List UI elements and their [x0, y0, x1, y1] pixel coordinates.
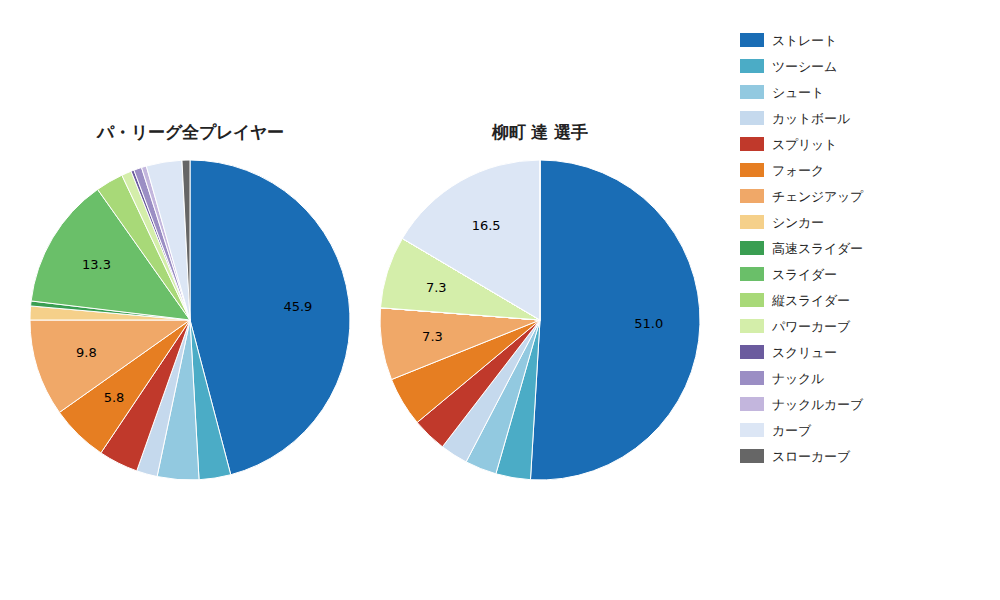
legend-label: パワーカーブ: [771, 319, 851, 334]
legend-item: フォーク: [740, 163, 824, 178]
legend-label: スライダー: [772, 267, 837, 282]
legend-label: チェンジアップ: [772, 189, 864, 204]
legend-swatch: [740, 371, 764, 385]
data-label: 9.8: [76, 345, 97, 360]
legend-label: 縦スライダー: [771, 293, 850, 308]
data-label: 51.0: [634, 316, 663, 331]
slice: [530, 160, 700, 480]
legend-item: スプリット: [740, 137, 837, 152]
slice: [182, 160, 190, 320]
legend-swatch: [740, 293, 764, 307]
legend-swatch: [740, 59, 764, 73]
legend-item: カーブ: [740, 423, 812, 438]
legend-swatch: [740, 111, 764, 125]
slice: [402, 160, 540, 320]
data-label: 13.3: [82, 257, 111, 272]
legend-item: カットボール: [740, 111, 850, 126]
legend-label: スローカーブ: [772, 449, 851, 464]
legend-label: 高速スライダー: [772, 241, 863, 256]
legend-item: シュート: [740, 85, 824, 100]
slice: [146, 160, 190, 320]
legend-item: スローカーブ: [740, 449, 851, 464]
pie-title: 柳町 達 選手: [491, 122, 589, 142]
legend-swatch: [740, 449, 764, 463]
legend-swatch: [740, 137, 764, 151]
legend-item: スクリュー: [740, 345, 837, 360]
legend-swatch: [740, 215, 764, 229]
legend-label: スクリュー: [772, 345, 837, 360]
slice: [30, 320, 190, 412]
legend-item: 縦スライダー: [740, 293, 850, 308]
legend-swatch: [740, 267, 764, 281]
legend-item: シンカー: [740, 215, 824, 230]
legend-label: ナックル: [772, 371, 824, 386]
data-label: 45.9: [283, 299, 312, 314]
data-label: 7.3: [426, 280, 447, 295]
slices: [380, 160, 700, 480]
pie: パ・リーグ全プレイヤー 45.9 5.8 9.8 13.3: [30, 122, 350, 480]
legend-swatch: [740, 189, 764, 203]
legend-label: ナックルカーブ: [772, 397, 864, 412]
legend-item: ナックル: [740, 371, 824, 386]
legend-item: チェンジアップ: [740, 189, 864, 204]
legend-swatch: [740, 423, 764, 437]
data-labels: 51.0 7.3 7.3 16.5: [422, 218, 663, 344]
legend-item: パワーカーブ: [740, 319, 851, 334]
slices: [30, 160, 350, 480]
legend-item: スライダー: [740, 267, 837, 282]
legend-swatch: [740, 397, 764, 411]
legend-item: ストレート: [740, 33, 837, 48]
legend-label: ストレート: [772, 33, 837, 48]
data-label: 16.5: [472, 218, 501, 233]
legend-swatch: [740, 33, 764, 47]
pie: 柳町 達 選手 51.0 7.3 7.3 16.5: [380, 122, 700, 480]
legend-label: シュート: [772, 85, 824, 100]
legend-swatch: [740, 241, 764, 255]
legend-item: 高速スライダー: [740, 241, 863, 256]
legend-label: フォーク: [772, 163, 824, 178]
data-label: 5.8: [104, 390, 125, 405]
pie-title: パ・リーグ全プレイヤー: [96, 122, 284, 142]
legend-item: ツーシーム: [740, 59, 837, 74]
data-label: 7.3: [422, 329, 443, 344]
legend-label: ツーシーム: [772, 59, 837, 74]
legend-label: カーブ: [772, 423, 812, 438]
legend-label: シンカー: [772, 215, 824, 230]
legend-label: カットボール: [772, 111, 850, 126]
legend-swatch: [740, 319, 764, 333]
legend-item: ナックルカーブ: [740, 397, 864, 412]
legend: ストレートツーシームシュートカットボールスプリットフォークチェンジアップシンカー…: [740, 33, 864, 464]
chart: パ・リーグ全プレイヤー 45.9 5.8 9.8 13.3 柳町 達 選手 51.0 7.3 7…: [0, 0, 1000, 600]
data-labels: 45.9 5.8 9.8 13.3: [76, 257, 312, 406]
legend-swatch: [740, 85, 764, 99]
legend-swatch: [740, 163, 764, 177]
slice: [540, 160, 541, 320]
legend-swatch: [740, 345, 764, 359]
legend-label: スプリット: [772, 137, 837, 152]
